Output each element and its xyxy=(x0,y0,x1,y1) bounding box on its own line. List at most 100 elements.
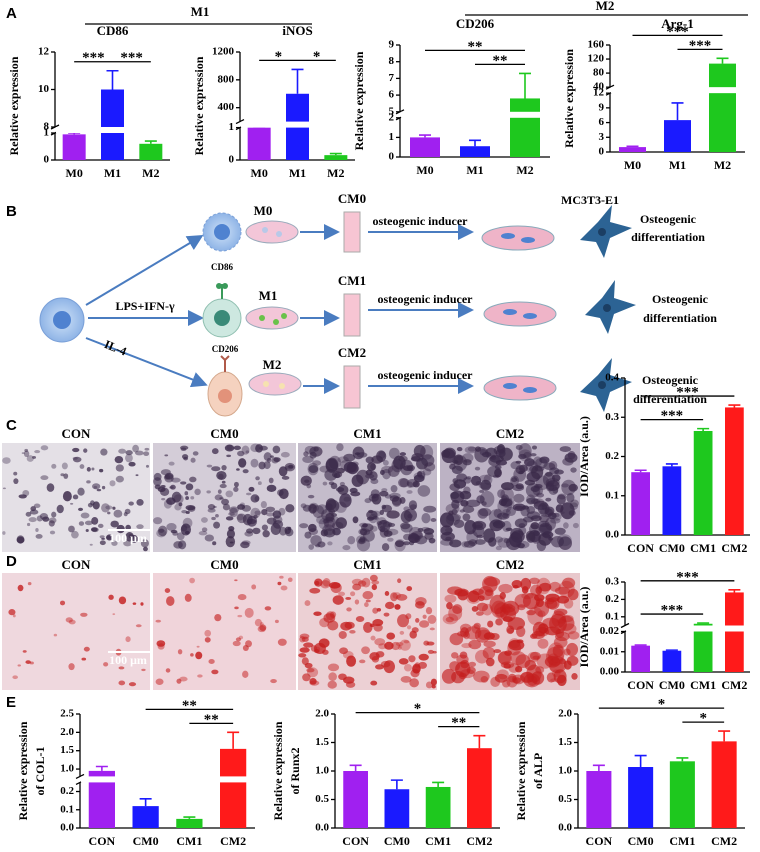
stain-blob xyxy=(370,478,379,485)
stain-blob xyxy=(400,510,412,524)
stain-blob xyxy=(218,473,224,480)
stain-blob xyxy=(417,527,424,533)
stain-blob xyxy=(441,448,456,464)
stain-blob xyxy=(524,659,537,671)
stain-blob xyxy=(552,644,564,658)
micrograph xyxy=(298,443,437,552)
stain-blob xyxy=(204,629,212,637)
micrograph-background xyxy=(153,573,296,690)
panel-label: D xyxy=(6,553,17,570)
bar xyxy=(410,137,440,157)
y-axis-label: Relative expression xyxy=(16,721,30,820)
stain-blob xyxy=(497,489,506,498)
stain-blob xyxy=(222,503,231,511)
stain-blob xyxy=(250,494,260,503)
x-tick-label: CM2 xyxy=(721,541,747,555)
stain-blob xyxy=(483,640,496,648)
significance-label: ** xyxy=(451,715,466,731)
stain-blob xyxy=(559,446,572,453)
y-tick-label: 1.0 xyxy=(315,765,329,777)
stain-blob xyxy=(2,531,6,535)
y-tick-label: 0.00 xyxy=(600,666,620,678)
stain-blob xyxy=(229,507,238,518)
x-tick-label: M1 xyxy=(289,166,306,180)
error-bar xyxy=(697,427,710,431)
stain-blob xyxy=(29,661,34,665)
stain-blob xyxy=(242,469,249,474)
y-tick-label: 1.0 xyxy=(60,763,74,775)
x-tick-label: CON xyxy=(627,541,654,555)
x-tick-label: M2 xyxy=(714,158,731,172)
stain-blob xyxy=(136,499,144,506)
stain-blob xyxy=(426,641,435,646)
x-tick-label: M2 xyxy=(327,166,344,180)
bar xyxy=(62,134,86,160)
stain-blob xyxy=(364,602,369,608)
stain-blob xyxy=(552,512,562,521)
error-bar xyxy=(671,102,684,121)
stain-blob xyxy=(25,660,31,664)
error-bar xyxy=(329,152,342,156)
stain-blob xyxy=(103,662,109,667)
stain-blob xyxy=(335,467,345,474)
stain-blob xyxy=(51,511,57,518)
treatment-label: IL-4 xyxy=(102,337,128,358)
stain-blob xyxy=(268,477,274,484)
stain-blob xyxy=(451,652,459,659)
stain-blob xyxy=(559,658,566,665)
stain-blob xyxy=(335,517,347,529)
stain-blob xyxy=(421,526,431,532)
stain-blob xyxy=(158,528,165,533)
stain-blob xyxy=(198,530,208,536)
medium-label: CM2 xyxy=(338,345,366,360)
bar xyxy=(139,143,163,160)
stain-blob xyxy=(237,450,245,457)
significance-label: *** xyxy=(676,569,699,585)
x-tick-label: CM1 xyxy=(176,834,202,848)
stain-blob xyxy=(77,487,85,496)
stain-blob xyxy=(278,507,286,516)
y-tick-label: 0.3 xyxy=(605,576,619,588)
stain-blob xyxy=(365,599,371,603)
significance-label: *** xyxy=(689,38,712,54)
stain-blob xyxy=(171,491,182,503)
medium-label: CM0 xyxy=(338,191,366,206)
stain-blob xyxy=(265,506,276,513)
stain-blob xyxy=(277,489,284,496)
stain-blob xyxy=(238,458,247,468)
significance-label: ** xyxy=(182,698,197,714)
bar xyxy=(510,98,540,157)
stain-blob xyxy=(372,619,384,627)
x-tick-label: CM1 xyxy=(425,834,451,848)
stain-blob xyxy=(518,449,532,462)
stain-blob xyxy=(526,610,536,616)
stain-blob xyxy=(473,670,490,683)
stain-blob xyxy=(49,530,56,535)
stain-blob xyxy=(190,653,194,657)
stain-blob xyxy=(163,474,171,480)
stain-blob xyxy=(476,602,488,612)
stain-blob xyxy=(321,508,334,522)
stain-blob xyxy=(190,457,196,463)
stain-blob xyxy=(284,462,296,472)
stain-blob xyxy=(310,535,322,546)
stain-blob xyxy=(48,520,55,527)
stain-blob xyxy=(530,453,537,457)
stain-blob xyxy=(545,480,560,491)
stain-blob xyxy=(497,512,510,520)
y-tick-label: 160 xyxy=(588,39,605,51)
stain-blob xyxy=(299,647,310,653)
macrophage-label: M2 xyxy=(263,357,282,372)
stain-blob xyxy=(89,543,93,546)
stain-blob xyxy=(280,451,290,458)
x-tick-label: CM2 xyxy=(721,678,747,692)
stain-blob xyxy=(108,594,114,600)
stain-blob xyxy=(211,466,221,472)
stain-blob xyxy=(81,657,87,661)
stain-blob xyxy=(535,666,545,674)
y-axis-label: of COL-1 xyxy=(33,747,47,796)
stain-blob xyxy=(86,467,91,472)
stain-blob xyxy=(93,485,98,489)
stain-blob xyxy=(363,621,373,633)
